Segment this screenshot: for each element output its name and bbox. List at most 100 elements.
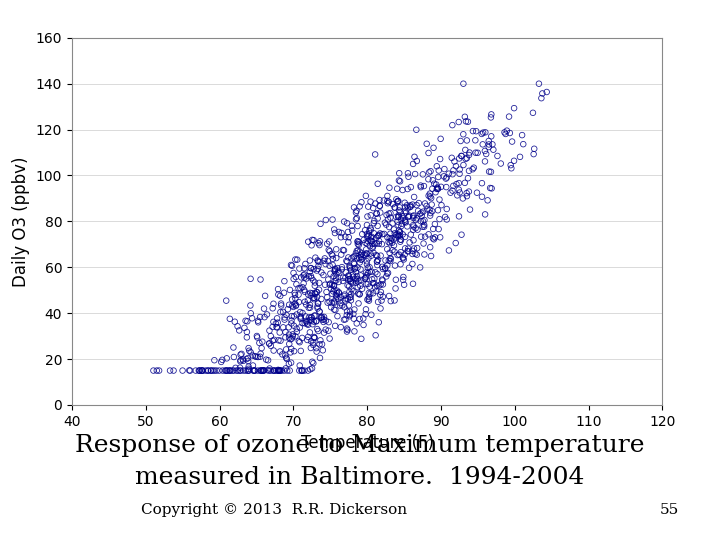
Point: [246, 314, 258, 322]
Point: [197, 366, 208, 375]
Point: [463, 187, 474, 196]
Point: [205, 366, 217, 375]
Point: [252, 316, 264, 325]
Point: [453, 118, 464, 126]
Point: [336, 263, 348, 272]
Point: [288, 321, 300, 330]
Point: [472, 148, 483, 157]
Point: [197, 366, 209, 375]
Point: [304, 267, 315, 276]
Point: [492, 152, 503, 160]
Point: [274, 366, 286, 375]
Point: [337, 276, 348, 285]
Point: [360, 273, 372, 281]
Point: [354, 258, 366, 267]
Point: [240, 316, 251, 325]
Point: [426, 252, 437, 260]
Point: [310, 253, 321, 262]
Point: [238, 323, 250, 332]
Point: [434, 233, 446, 241]
Point: [405, 230, 417, 239]
Text: 55: 55: [660, 503, 679, 517]
Point: [353, 238, 364, 247]
Point: [304, 256, 315, 265]
Point: [346, 290, 357, 299]
Point: [366, 275, 378, 284]
Point: [454, 154, 465, 163]
Point: [450, 162, 462, 171]
Point: [364, 242, 376, 251]
Point: [431, 183, 443, 192]
Point: [402, 222, 413, 231]
Point: [320, 316, 332, 325]
Point: [270, 366, 282, 375]
Point: [384, 248, 395, 257]
Point: [364, 236, 376, 245]
Point: [366, 232, 377, 241]
Point: [367, 204, 379, 212]
Point: [184, 366, 195, 375]
Point: [299, 298, 310, 306]
Point: [287, 330, 299, 339]
Point: [352, 289, 364, 298]
Point: [382, 269, 393, 278]
Point: [184, 366, 196, 375]
Point: [397, 254, 409, 262]
Point: [336, 301, 348, 310]
Point: [308, 295, 320, 303]
Point: [379, 218, 391, 227]
Point: [423, 175, 434, 184]
Point: [495, 159, 507, 168]
Point: [365, 211, 377, 220]
Point: [393, 211, 405, 220]
Point: [381, 211, 392, 219]
Y-axis label: Daily O3 (ppbv): Daily O3 (ppbv): [12, 156, 30, 287]
Point: [453, 185, 464, 194]
Point: [348, 272, 359, 281]
Point: [308, 333, 320, 341]
Point: [350, 208, 361, 217]
Point: [333, 228, 345, 237]
Point: [284, 300, 295, 309]
Point: [410, 125, 422, 134]
Point: [426, 200, 438, 209]
Point: [344, 310, 356, 319]
Point: [307, 341, 319, 349]
Point: [397, 212, 408, 221]
Point: [397, 230, 408, 239]
Point: [289, 255, 301, 264]
Point: [332, 312, 343, 320]
Point: [241, 333, 253, 342]
Point: [221, 354, 233, 363]
Point: [380, 220, 392, 229]
Point: [395, 235, 406, 244]
Point: [499, 128, 510, 137]
Point: [245, 301, 256, 310]
Point: [305, 337, 317, 346]
Point: [302, 238, 314, 246]
Point: [408, 193, 420, 201]
Point: [330, 245, 342, 254]
Point: [456, 231, 467, 239]
Point: [343, 287, 355, 296]
Point: [384, 239, 395, 247]
Point: [355, 275, 366, 284]
Point: [364, 267, 376, 276]
Point: [286, 334, 297, 343]
Point: [328, 299, 340, 307]
Point: [395, 222, 407, 231]
Point: [351, 274, 363, 283]
Point: [329, 277, 341, 286]
Point: [304, 301, 315, 309]
Point: [312, 327, 324, 335]
Point: [305, 264, 316, 272]
Point: [383, 210, 395, 218]
Point: [459, 112, 471, 121]
Point: [356, 334, 367, 343]
Point: [348, 259, 359, 267]
Point: [344, 275, 356, 284]
Point: [354, 290, 365, 299]
Point: [387, 238, 398, 247]
Point: [306, 241, 318, 249]
Point: [276, 301, 287, 310]
